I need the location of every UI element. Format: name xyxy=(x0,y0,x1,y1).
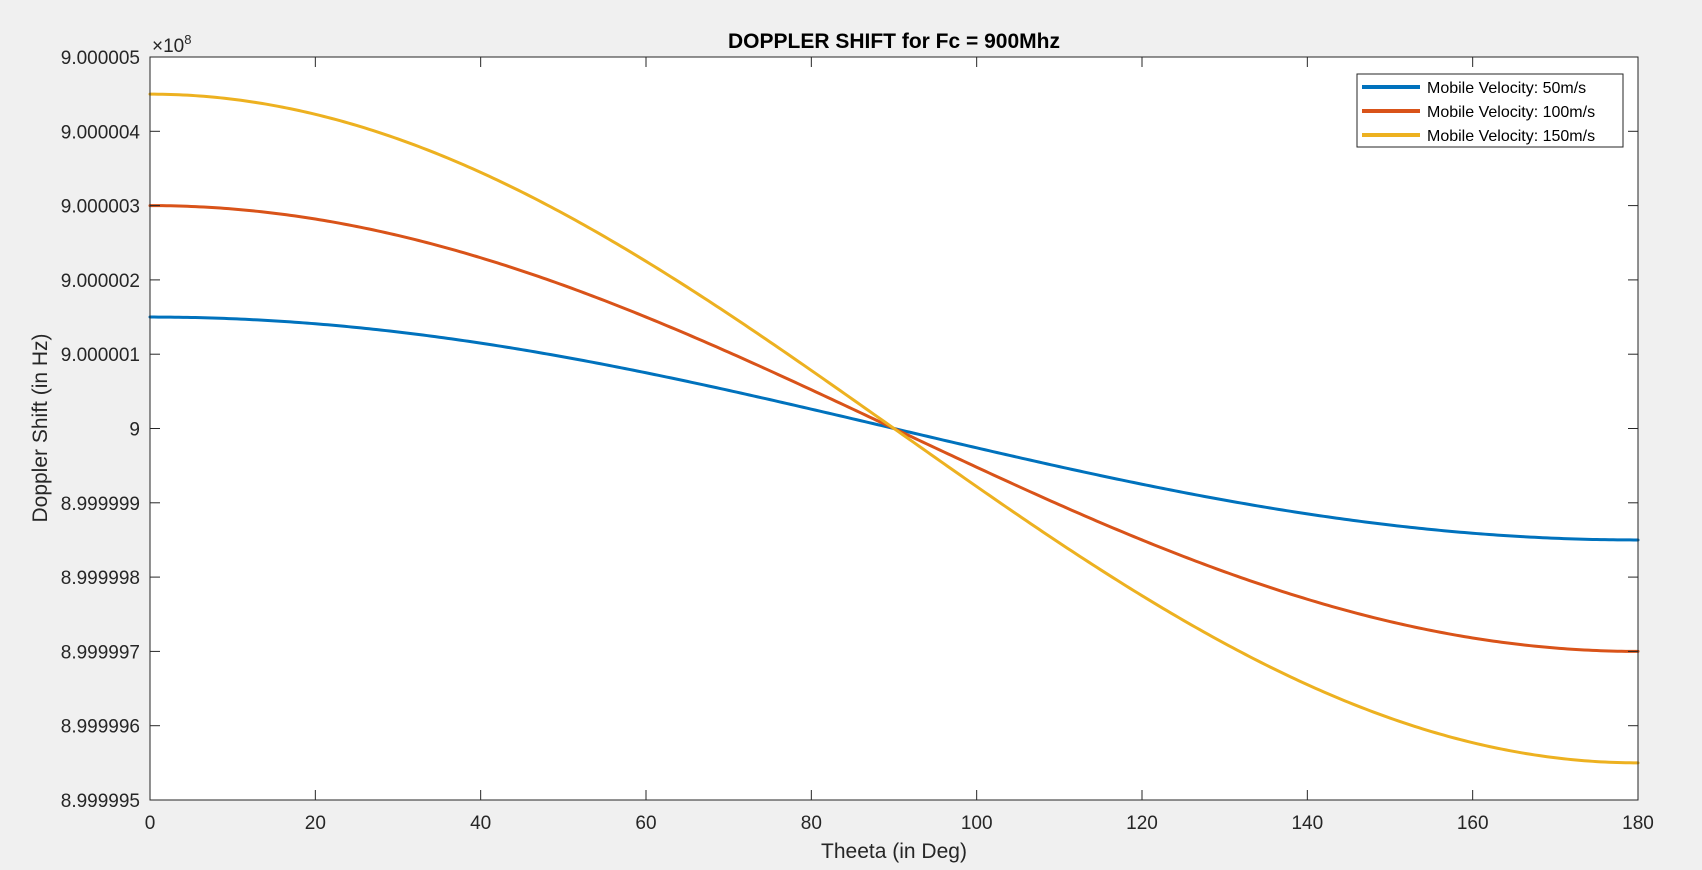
x-tick-label: 120 xyxy=(1126,813,1158,834)
legend-label-series-1: Mobile Velocity: 50m/s xyxy=(1427,80,1586,97)
y-tick-label: 8.999996 xyxy=(61,717,140,738)
ticks-layer: 0 20 40 60 80 100 120 140 160 180 8.999995 8.999996… xyxy=(61,48,1654,834)
y-tick-label: 9 xyxy=(129,420,140,441)
chart-title: DOPPLER SHIFT for Fc = 900Mhz xyxy=(728,30,1060,53)
y-tick-label: 8.999999 xyxy=(61,494,140,515)
y-tick-label: 8.999997 xyxy=(61,642,140,663)
legend: Mobile Velocity: 50m/s Mobile Velocity: … xyxy=(1356,73,1624,148)
x-tick-label: 180 xyxy=(1622,813,1654,834)
series-layer xyxy=(148,92,1640,765)
x-tick-label: 140 xyxy=(1291,813,1323,834)
y-tick-label: 9.000004 xyxy=(61,122,141,143)
y-tick-label: 9.000003 xyxy=(61,197,140,218)
y-tick-label: 8.999998 xyxy=(61,568,140,589)
x-tick-label: 100 xyxy=(961,813,993,834)
y-exponent-base: ×10 xyxy=(152,36,184,57)
legend-label-series-2: Mobile Velocity: 100m/s xyxy=(1427,104,1595,121)
y-exponent-label: ×108 xyxy=(152,32,191,57)
legend-label-series-3: Mobile Velocity: 150m/s xyxy=(1427,128,1595,145)
x-axis-label: Theeta (in Deg) xyxy=(821,840,967,863)
y-tick-label: 9.000002 xyxy=(61,271,140,292)
x-tick-label: 40 xyxy=(470,813,491,834)
y-exponent-power: 8 xyxy=(184,32,191,47)
y-tick-label: 9.000005 xyxy=(61,48,140,69)
x-tick-label: 60 xyxy=(635,813,656,834)
series-line-3 xyxy=(148,92,1640,765)
x-tick-label: 20 xyxy=(305,813,326,834)
y-axis-label: Doppler Shift (in Hz) xyxy=(29,333,52,522)
y-tick-label: 8.999995 xyxy=(61,791,140,812)
x-tick-label: 80 xyxy=(801,813,822,834)
x-tick-label: 0 xyxy=(145,813,156,834)
y-tick-label: 9.000001 xyxy=(61,345,140,366)
x-tick-label: 160 xyxy=(1457,813,1489,834)
